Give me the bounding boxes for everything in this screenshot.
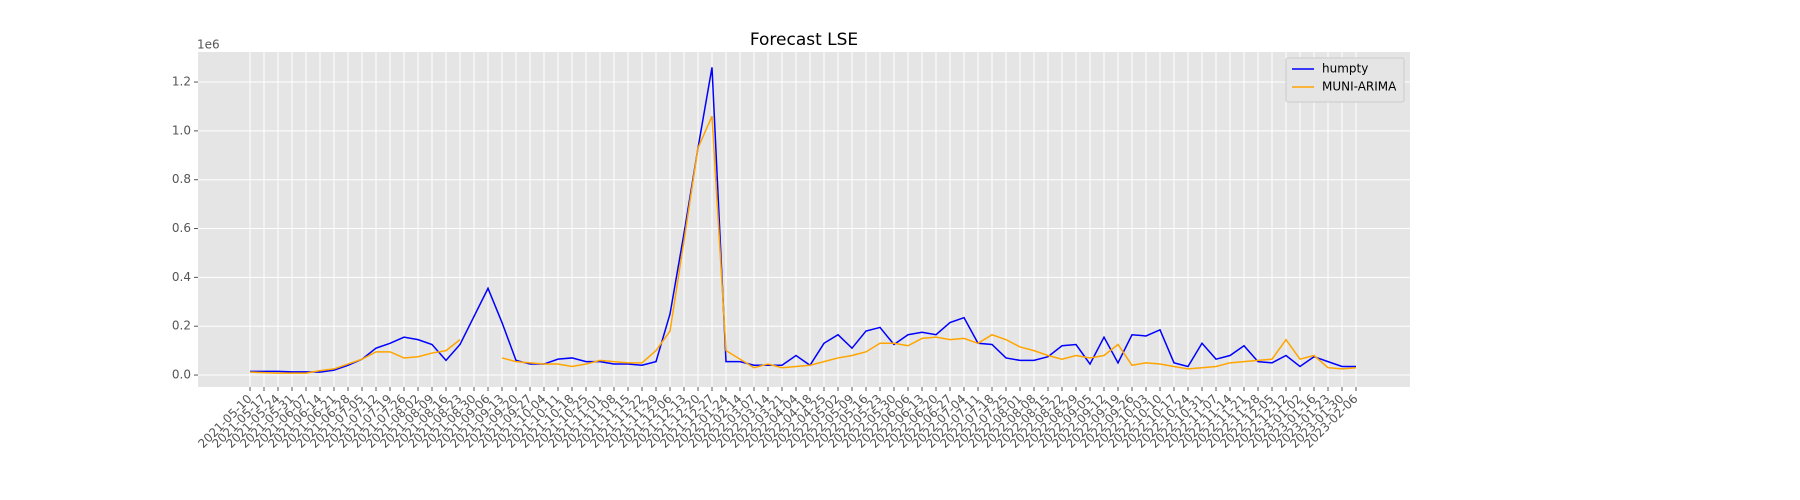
y-tick-label: 0.8 (172, 172, 191, 186)
legend: humpty MUNI-ARIMA (1285, 57, 1405, 103)
legend-box (1285, 57, 1405, 103)
y-tick-label: 0.0 (172, 368, 191, 382)
y-tick-label: 0.6 (172, 221, 191, 235)
plot-area (198, 52, 1410, 387)
legend-label: MUNI-ARIMA (1322, 80, 1397, 94)
y-tick-label: 0.2 (172, 319, 191, 333)
legend-label: humpty (1322, 62, 1368, 76)
y-offset-label: 1e6 (197, 38, 220, 52)
line-series (250, 67, 1356, 373)
line-series (249, 115, 1357, 374)
chart-title: Forecast LSE (750, 30, 858, 50)
y-tick-label: 0.4 (172, 270, 191, 284)
y-tick-label: 1.0 (172, 123, 191, 137)
y-tick-label: 1.2 (172, 75, 191, 89)
